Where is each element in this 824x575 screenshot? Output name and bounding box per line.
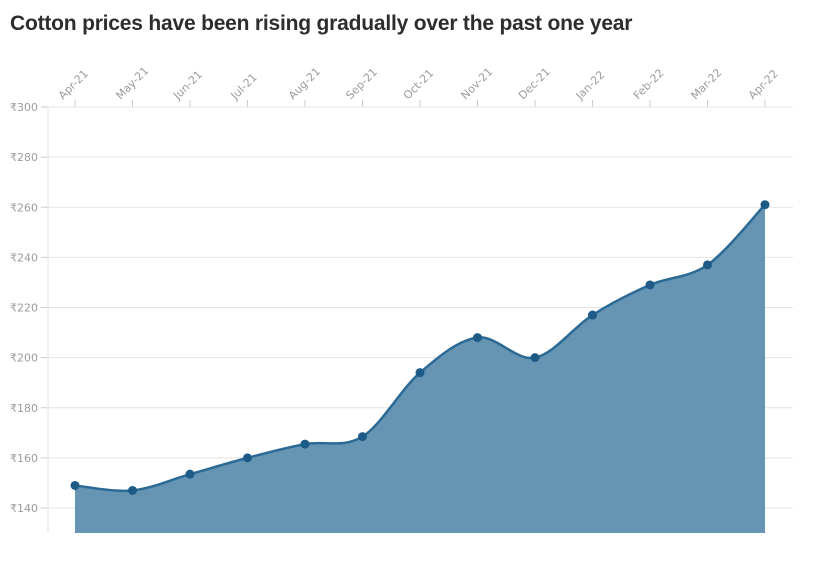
data-point[interactable]: [530, 353, 540, 363]
x-axis-tick-label: Apr-21: [56, 67, 91, 102]
data-point[interactable]: [473, 333, 482, 343]
x-axis-tick-label: Sep-21: [343, 66, 380, 103]
x-axis-tick-label: Aug-21: [286, 65, 323, 102]
area-fill: [75, 204, 765, 533]
x-axis-tick-label: Jun-21: [170, 68, 205, 103]
y-axis-tick-label: ₹300: [10, 101, 38, 114]
data-point[interactable]: [760, 200, 770, 210]
x-axis-tick-label: Mar-22: [688, 66, 724, 102]
data-point[interactable]: [703, 260, 712, 270]
y-axis-tick-label: ₹180: [10, 402, 38, 415]
y-axis-tick-label: ₹220: [10, 302, 38, 315]
y-axis-tick-label: ₹240: [10, 251, 38, 264]
data-point[interactable]: [588, 310, 597, 320]
x-axis-tick-label: Jan-22: [573, 68, 608, 103]
x-axis-tick-label: Dec-21: [516, 65, 553, 102]
data-point[interactable]: [300, 439, 310, 449]
data-point[interactable]: [243, 453, 252, 463]
data-point[interactable]: [645, 280, 655, 290]
y-axis-tick-label: ₹140: [10, 502, 38, 515]
data-point[interactable]: [185, 469, 195, 479]
x-axis-tick-label: Feb-22: [631, 66, 667, 102]
x-axis-tick-label: Oct-21: [401, 67, 436, 102]
x-axis-tick-label: Nov-21: [458, 65, 495, 102]
y-axis-tick-label: ₹260: [10, 201, 38, 214]
y-axis-tick-label: ₹200: [10, 352, 38, 365]
chart-title: Cotton prices have been rising gradually…: [10, 12, 633, 35]
data-point[interactable]: [70, 480, 80, 490]
y-axis-tick-label: ₹160: [10, 452, 38, 465]
y-axis-tick-label: ₹280: [10, 151, 38, 164]
x-axis-tick-label: May-21: [113, 64, 151, 102]
x-axis-tick-label: Jul-21: [228, 71, 260, 103]
data-point[interactable]: [128, 485, 137, 495]
data-point[interactable]: [358, 432, 367, 442]
data-point[interactable]: [415, 368, 425, 378]
x-axis-tick-label: Apr-22: [746, 67, 781, 102]
